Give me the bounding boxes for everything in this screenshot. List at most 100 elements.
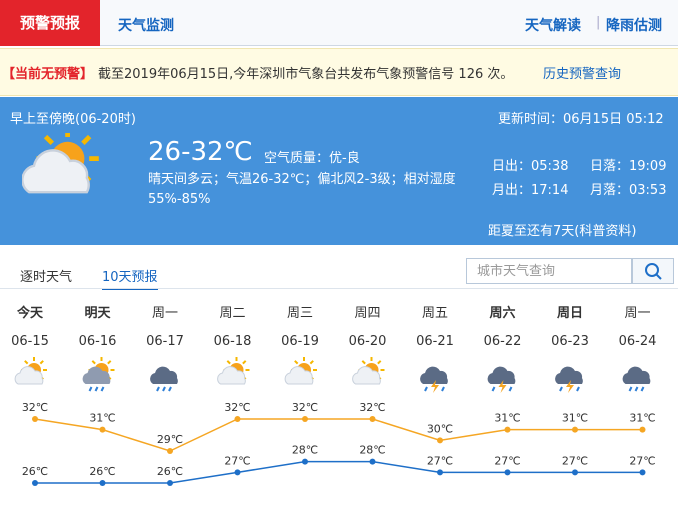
cloud <box>420 366 448 384</box>
rain-drop <box>424 386 428 392</box>
day-name: 周日 <box>557 306 583 321</box>
sun-ray <box>226 360 231 365</box>
forecast: 今天 06-15 明天 06-16 周一 06-17 周二 06-18 周三 06-19 周四 06-… <box>11 305 657 486</box>
sun-ray <box>43 134 55 146</box>
temp-point <box>99 426 106 433</box>
top-bar <box>0 0 678 46</box>
temp-point <box>99 480 106 486</box>
temp-label: 32℃ <box>22 401 48 414</box>
alert-bar <box>0 48 678 96</box>
temp-point <box>32 480 38 486</box>
cloud <box>622 366 651 384</box>
period: 早上至傍晚(06-20时) <box>10 112 136 127</box>
temp-label: 26℃ <box>89 465 115 478</box>
temp-label: 27℃ <box>224 454 250 467</box>
temp-label: 31℃ <box>89 412 115 425</box>
temp-point <box>504 426 511 433</box>
temp-point <box>639 469 646 476</box>
sunrise: 日出：05:38 <box>492 159 569 174</box>
rain-drop <box>100 386 105 392</box>
divider <box>0 288 678 289</box>
tab-active[interactable]: 10天预报 <box>102 266 158 290</box>
rain-drop <box>559 386 563 392</box>
solstice[interactable]: 距夏至还有7天(科普资料) <box>488 224 637 239</box>
temp-label: 27℃ <box>427 454 453 467</box>
temp-label: 32℃ <box>292 401 318 414</box>
sun-ray <box>107 360 112 365</box>
temp-point <box>167 448 173 454</box>
temp-label: 27℃ <box>562 454 588 467</box>
day-name: 周五 <box>422 306 448 321</box>
temp-label: 30℃ <box>427 422 453 435</box>
date: 06-16 <box>79 334 117 349</box>
today-panel: 早上至傍晚(06-20时) 更新时间：06月15日 05:12 26-32℃ 空… <box>0 97 678 245</box>
date: 06-18 <box>214 334 252 349</box>
cloud <box>150 366 178 384</box>
temp-label: 28℃ <box>359 444 385 457</box>
lightning <box>566 380 574 393</box>
date: 06-15 <box>11 334 49 349</box>
weather-icon <box>150 366 178 392</box>
date: 06-24 <box>619 334 657 349</box>
temp-point <box>302 416 308 422</box>
description: 晴天间多云；气温26-32℃；偏北风2-3级；相对湿度55%-85% <box>148 172 456 207</box>
day-name: 周六 <box>489 305 515 321</box>
temp-point <box>437 469 443 476</box>
weather-icon <box>14 357 47 385</box>
cloud <box>284 366 314 385</box>
rain-drop <box>156 386 160 392</box>
weather-icon <box>555 366 583 393</box>
rain-drop <box>634 386 639 392</box>
weather-icon <box>420 366 448 393</box>
temp-point <box>234 469 241 476</box>
alert-status: 【当前无预警】 <box>2 67 94 82</box>
rain-drop <box>508 386 513 392</box>
cloud <box>352 366 381 385</box>
tab[interactable]: 预警预报 <box>0 0 100 46</box>
day-name: 今天 <box>16 305 44 321</box>
cloud <box>217 366 246 385</box>
temp-point <box>32 416 38 422</box>
weather-icon <box>487 366 516 393</box>
date: 06-20 <box>349 334 387 349</box>
rain-drop <box>640 386 645 392</box>
temp-point <box>639 426 646 433</box>
weather-icon <box>22 133 99 194</box>
temp-range: 26-32℃ <box>148 137 253 167</box>
day-name: 周一 <box>152 306 178 321</box>
search-icon <box>645 263 662 280</box>
moonrise: 月出：17:14 <box>492 183 569 198</box>
day-name: 周三 <box>287 306 313 321</box>
temp-label: 26℃ <box>157 465 183 478</box>
link[interactable]: 降雨估测 <box>606 18 662 34</box>
cloud <box>22 149 90 194</box>
weather-icon <box>284 357 317 385</box>
temp-point <box>572 469 578 476</box>
rain-drop <box>628 386 633 392</box>
temp-label: 31℃ <box>562 412 588 425</box>
temp-point <box>369 458 376 465</box>
sun-ray <box>24 360 29 365</box>
date: 06-23 <box>551 334 589 349</box>
alert-text: 截至2019年06月15日,今年深圳市气象台共发布气象预警信号 126 次。 <box>98 67 514 82</box>
weather-icon <box>22 133 99 194</box>
weather-icon <box>217 357 250 385</box>
search-button[interactable] <box>632 258 674 284</box>
date: 06-17 <box>146 334 184 349</box>
sun-ray <box>81 134 92 146</box>
rain-drop <box>88 386 93 392</box>
temp-line <box>34 418 643 452</box>
temp-point <box>167 480 173 486</box>
sun-ray <box>294 360 299 365</box>
search-input[interactable]: 城市天气查询 <box>466 258 632 284</box>
link[interactable]: 天气解读 <box>525 18 581 34</box>
day-name: 周四 <box>354 306 380 321</box>
date: 06-22 <box>484 334 522 349</box>
day-name: 周一 <box>624 306 650 321</box>
tab[interactable]: 逐时天气 <box>20 270 73 285</box>
cloud <box>14 366 44 385</box>
lightning <box>498 380 507 393</box>
alert-link[interactable]: 历史预警查询 <box>543 67 622 82</box>
tab[interactable]: 天气监测 <box>118 18 174 34</box>
